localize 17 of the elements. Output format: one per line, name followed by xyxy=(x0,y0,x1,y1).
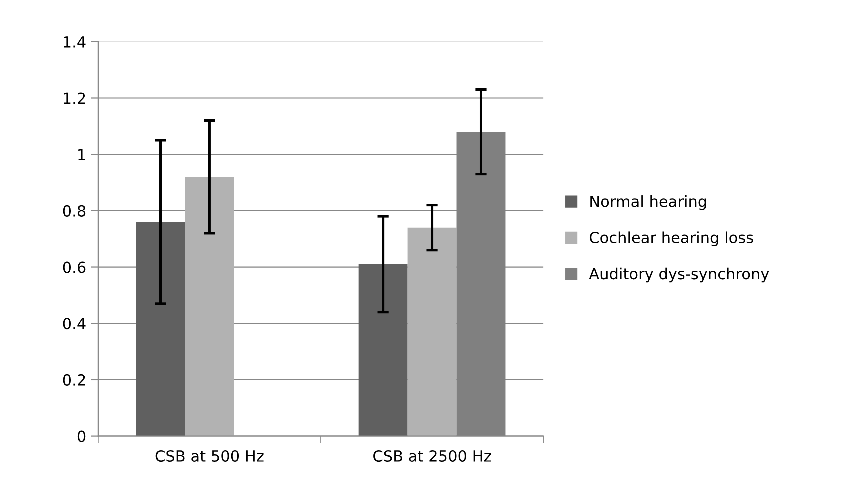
y-tick-label: 1 xyxy=(78,149,86,160)
x-tick-label: CSB at 500 Hz xyxy=(156,450,264,462)
y-tick-label: 0 xyxy=(78,430,86,442)
bar xyxy=(136,222,186,436)
y-tick-label: 0.4 xyxy=(63,318,86,330)
x-tick-label: CSB at 2500 Hz xyxy=(374,450,492,462)
y-tick-label: 1.4 xyxy=(64,36,86,48)
legend-label: Normal hearing xyxy=(590,196,706,210)
y-tick-label: 1.2 xyxy=(64,92,86,104)
y-tick-label: 0.6 xyxy=(63,262,86,274)
legend-label: Cochlear hearing loss xyxy=(590,232,754,246)
y-tick-label: 0.2 xyxy=(63,374,86,386)
legend-label: Auditory dys-synchrony xyxy=(589,268,770,283)
bar xyxy=(358,264,408,436)
bar xyxy=(408,228,457,436)
bar xyxy=(185,177,234,436)
y-tick-label: 0.8 xyxy=(63,205,86,217)
